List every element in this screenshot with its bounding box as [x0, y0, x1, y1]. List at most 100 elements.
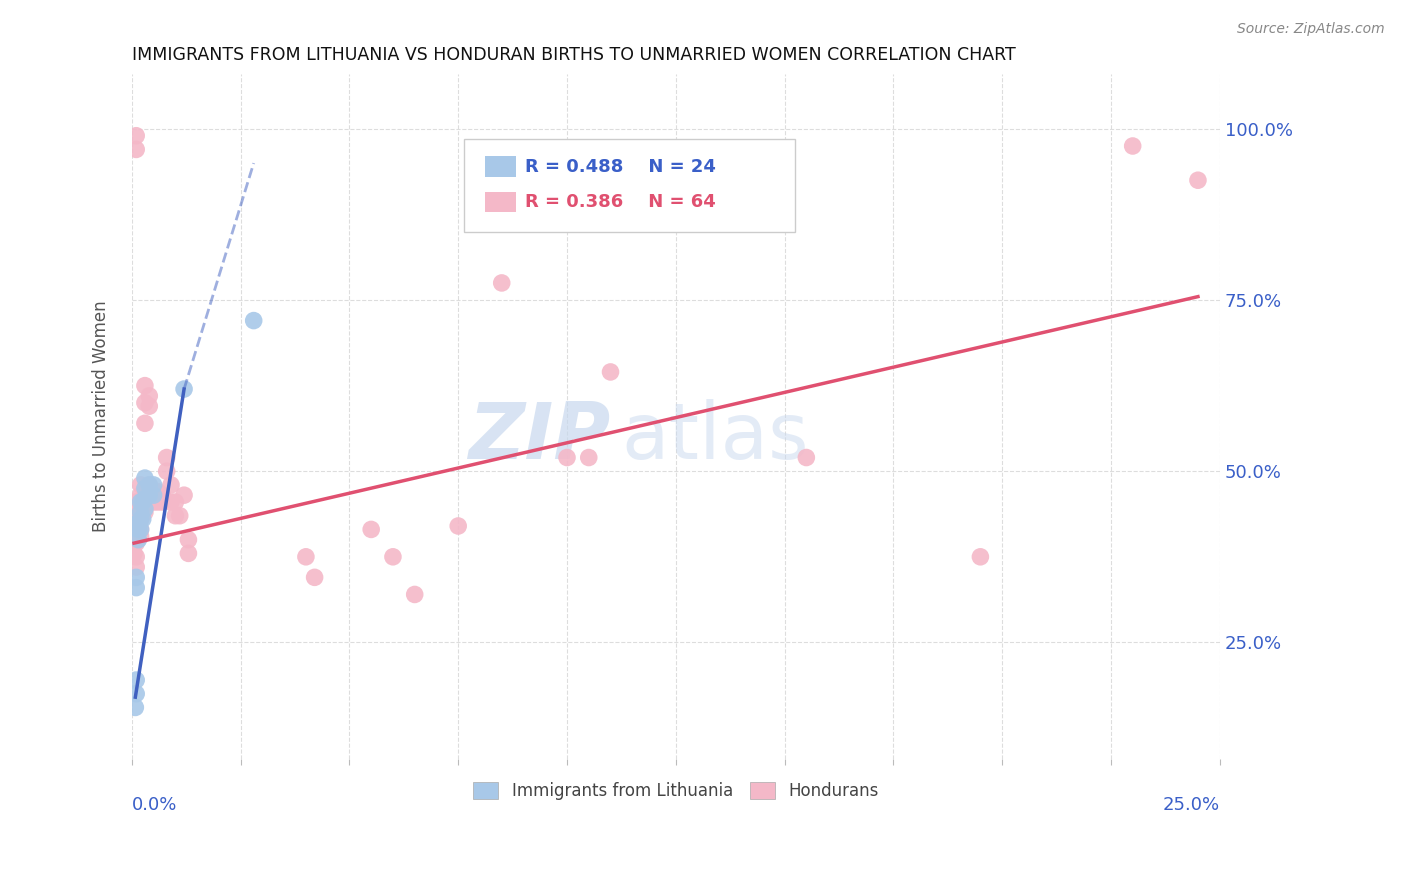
Point [125, 501, 148, 516]
Point [125, 549, 148, 564]
Point [129, 495, 152, 509]
Text: IMMIGRANTS FROM LITHUANIA VS HONDURAN BIRTHS TO UNMARRIED WOMEN CORRELATION CHAR: IMMIGRANTS FROM LITHUANIA VS HONDURAN BI… [132, 46, 1015, 64]
Point [138, 389, 160, 403]
Point [165, 495, 187, 509]
Point [129, 529, 152, 543]
Point [127, 519, 149, 533]
Point [134, 495, 156, 509]
Point [125, 536, 148, 550]
Legend: Immigrants from Lithuania, Hondurans: Immigrants from Lithuania, Hondurans [465, 774, 887, 809]
Point [156, 450, 179, 465]
Point [122, 525, 145, 540]
Y-axis label: Births to Unmarried Women: Births to Unmarried Women [93, 301, 110, 533]
Point [127, 523, 149, 537]
Point [127, 533, 149, 547]
Point [125, 560, 148, 574]
Point [125, 570, 148, 584]
Point [129, 523, 152, 537]
Point [794, 450, 817, 465]
Text: 0.0%: 0.0% [132, 797, 177, 814]
Point [134, 471, 156, 485]
Point [173, 488, 195, 502]
Point [146, 495, 169, 509]
Point [132, 495, 155, 509]
Point [404, 587, 426, 601]
Point [146, 484, 169, 499]
Point [125, 512, 148, 526]
FancyBboxPatch shape [464, 139, 796, 232]
Point [156, 464, 179, 478]
Point [599, 365, 621, 379]
Point [177, 546, 200, 560]
Point [142, 484, 165, 499]
Point [142, 478, 165, 492]
Text: R = 0.386    N = 64: R = 0.386 N = 64 [524, 194, 716, 211]
Point [134, 501, 156, 516]
Point [127, 495, 149, 509]
Point [177, 533, 200, 547]
Point [381, 549, 404, 564]
Point [491, 276, 513, 290]
Point [125, 581, 148, 595]
Point [242, 313, 264, 327]
Point [127, 505, 149, 519]
Point [129, 505, 152, 519]
Point [129, 512, 152, 526]
Point [304, 570, 326, 584]
Point [138, 484, 160, 499]
Point [165, 508, 187, 523]
Point [138, 478, 160, 492]
Point [169, 508, 191, 523]
Text: atlas: atlas [621, 399, 808, 475]
Point [129, 495, 152, 509]
Point [1122, 139, 1144, 153]
Bar [485, 156, 516, 177]
Point [142, 495, 165, 509]
Text: 25.0%: 25.0% [1163, 797, 1220, 814]
Point [1187, 173, 1209, 187]
Point [134, 396, 156, 410]
Point [129, 505, 152, 519]
Point [295, 549, 318, 564]
Text: R = 0.488    N = 24: R = 0.488 N = 24 [524, 158, 716, 176]
Point [173, 382, 195, 396]
Point [125, 687, 148, 701]
Point [125, 128, 148, 143]
Point [127, 516, 149, 530]
Point [138, 495, 160, 509]
Point [134, 484, 156, 499]
Point [132, 512, 155, 526]
Point [122, 536, 145, 550]
Point [969, 549, 991, 564]
Point [160, 478, 183, 492]
Point [555, 450, 578, 465]
Point [578, 450, 600, 465]
Point [129, 512, 152, 526]
Point [125, 673, 148, 687]
Point [134, 417, 156, 431]
Point [134, 491, 156, 506]
Point [150, 488, 173, 502]
Bar [485, 192, 516, 212]
Point [122, 519, 145, 533]
Point [122, 546, 145, 560]
Point [160, 495, 183, 509]
Point [138, 488, 160, 502]
Point [150, 495, 173, 509]
Point [129, 478, 152, 492]
Point [134, 378, 156, 392]
Point [447, 519, 470, 533]
Point [134, 481, 156, 495]
Text: Source: ZipAtlas.com: Source: ZipAtlas.com [1237, 22, 1385, 37]
Point [142, 488, 165, 502]
Point [125, 495, 148, 509]
Text: ZIP: ZIP [468, 399, 610, 475]
Point [129, 523, 152, 537]
Point [129, 488, 152, 502]
Point [138, 478, 160, 492]
Point [125, 525, 148, 540]
Point [124, 700, 146, 714]
Point [134, 505, 156, 519]
Point [125, 143, 148, 157]
Point [360, 523, 382, 537]
